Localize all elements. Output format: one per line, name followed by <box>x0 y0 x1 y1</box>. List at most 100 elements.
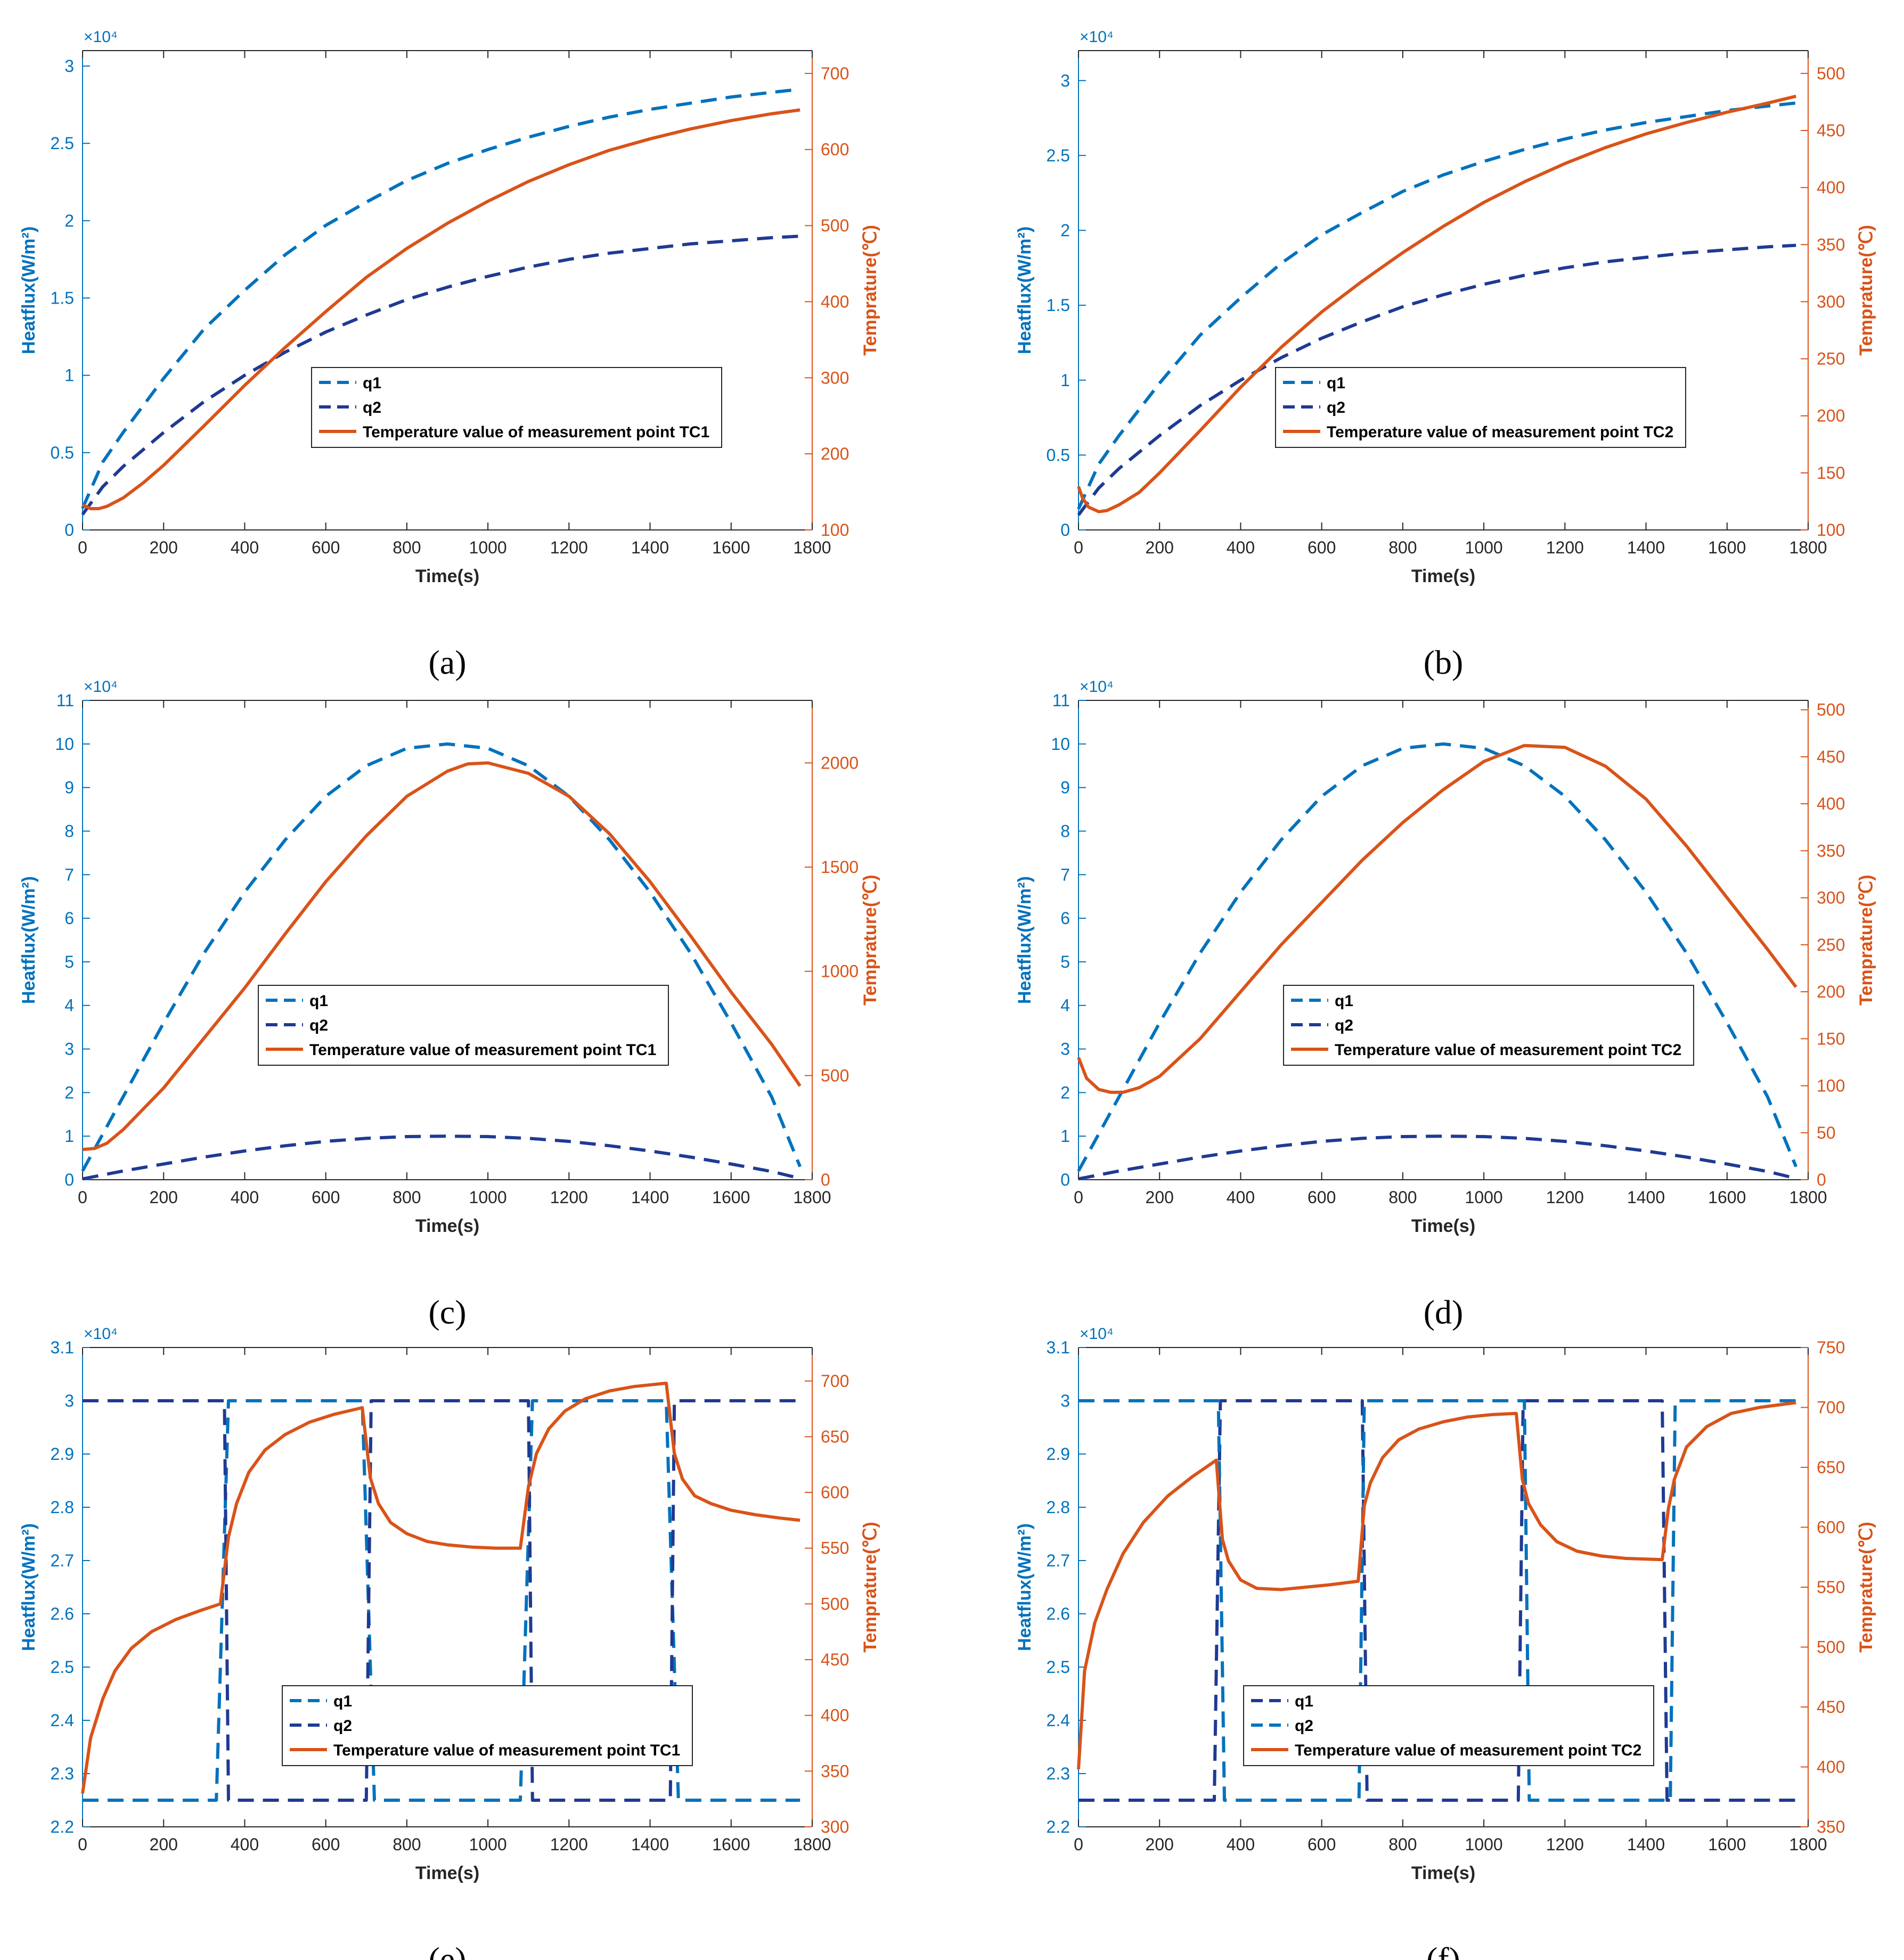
y-tick-label: 7 <box>1060 865 1070 884</box>
x-tick-label: 200 <box>1146 538 1174 557</box>
y-tick-label: 2.2 <box>1047 1817 1070 1836</box>
x-axis-label: Time(s) <box>1411 1863 1475 1883</box>
x-tick-label: 1000 <box>469 538 507 557</box>
legend-label: q1 <box>1295 1693 1313 1710</box>
legend-box <box>282 1685 693 1766</box>
y2-tick-label: 600 <box>821 1483 849 1502</box>
x-tick-label: 800 <box>393 1835 421 1854</box>
x-tick-label: 1400 <box>631 1188 669 1207</box>
legend: q1 q2 Temperature value of measurement poi… <box>311 367 722 448</box>
axis-multiplier: ×10⁴ <box>1080 1325 1114 1343</box>
y-tick-label: 3 <box>64 1391 74 1410</box>
y-tick-label: 0 <box>64 1170 74 1189</box>
x-tick-label: 1600 <box>712 1188 750 1207</box>
y-tick-label: 11 <box>56 691 74 710</box>
y-tick-label: 3.1 <box>51 1338 74 1357</box>
series-line-q2 <box>81 234 800 516</box>
x-tick-label: 1800 <box>1789 538 1827 557</box>
legend: q1 q2 Temperature value of measurement poi… <box>1283 985 1694 1066</box>
legend-label: q1 <box>309 992 328 1010</box>
y-tick-label: 2.7 <box>51 1551 74 1570</box>
y2-tick-label: 450 <box>1817 1697 1845 1717</box>
y-tick-label: 2 <box>1060 221 1070 240</box>
y2-tick-label: 300 <box>1817 888 1845 908</box>
x-tick-label: 600 <box>1308 1188 1336 1207</box>
y-tick-label: 2.2 <box>51 1817 74 1836</box>
y-tick-label: 3 <box>64 1040 74 1059</box>
y-tick-label: 2.6 <box>51 1604 74 1623</box>
y2-tick-label: 0 <box>1817 1170 1826 1189</box>
chart-panel-b: 0 200 400 600 800 1000 1200 1400 1600 1800Time(s)… <box>1015 28 1876 681</box>
y-tick-label: 2.7 <box>1047 1551 1070 1570</box>
x-tick-label: 1400 <box>631 538 669 557</box>
y-tick-label: 5 <box>64 952 74 971</box>
legend-label: q1 <box>363 374 381 392</box>
y-tick-label: 0 <box>64 520 74 540</box>
y2-tick-label: 500 <box>821 216 849 235</box>
series-line-q1 <box>1077 101 1796 510</box>
y-tick-label: 10 <box>55 734 74 754</box>
x-tick-label: 200 <box>1146 1188 1174 1207</box>
panel-caption: (b) <box>1424 643 1464 681</box>
y-tick-label: 9 <box>64 778 74 797</box>
legend-label: Temperature value of measurement point T… <box>1327 423 1673 441</box>
axis-multiplier: ×10⁴ <box>84 678 118 696</box>
x-tick-label: 1200 <box>1546 538 1584 557</box>
series-line-temperature-value-of-measurement-point-tc1 <box>81 108 800 510</box>
y2-tick-label: 500 <box>821 1066 849 1085</box>
legend-label: Temperature value of measurement point T… <box>1295 1742 1641 1759</box>
y-tick-label: 1 <box>1060 1126 1070 1146</box>
x-tick-label: 1200 <box>1546 1188 1584 1207</box>
chart-panel-f: 0 200 400 600 800 1000 1200 1400 1600 1800 Time(s)… <box>1015 1325 1876 1960</box>
x-axis-label: Time(s) <box>415 566 479 586</box>
x-tick-label: 1200 <box>550 1835 588 1854</box>
x-tick-label: 400 <box>231 538 259 557</box>
y2-tick-label: 1500 <box>821 858 859 877</box>
y2-tick-label: 450 <box>1817 121 1845 140</box>
x-tick-label: 1600 <box>712 1835 750 1854</box>
y2-axis-label: Temprature(℃) <box>860 875 880 1005</box>
series-line-q2 <box>1078 1134 1796 1181</box>
y-tick-label: 2.8 <box>51 1498 74 1517</box>
y2-tick-label: 450 <box>821 1650 849 1669</box>
series-line-q1 <box>1077 742 1797 1172</box>
x-tick-label: 1400 <box>1627 1188 1665 1207</box>
x-tick-label: 400 <box>231 1835 259 1854</box>
legend-label: Temperature value of measurement point T… <box>333 1742 680 1759</box>
x-tick-label: 800 <box>393 538 421 557</box>
y-tick-label: 8 <box>1060 821 1070 840</box>
y2-tick-label: 200 <box>1817 982 1845 1001</box>
y2-tick-label: 600 <box>821 140 849 159</box>
x-tick-label: 0 <box>78 1835 87 1854</box>
y2-tick-label: 250 <box>1817 349 1845 369</box>
series-line-q1 <box>81 742 802 1172</box>
y-axis-label: Heatflux(W/m²) <box>19 1523 39 1651</box>
legend-label: Temperature value of measurement point T… <box>1335 1041 1681 1059</box>
x-tick-label: 800 <box>1388 1188 1417 1207</box>
x-tick-label: 1000 <box>1465 1835 1503 1854</box>
x-axis-label: Time(s) <box>415 1216 479 1236</box>
x-tick-label: 1800 <box>793 538 831 557</box>
series-line-temperature-value-of-measurement-point-tc2 <box>1077 94 1796 513</box>
x-tick-label: 1000 <box>1465 1188 1503 1207</box>
panel-caption: (a) <box>428 643 466 681</box>
y2-axis-label: Temprature(℃) <box>860 1522 880 1652</box>
y2-tick-label: 550 <box>821 1539 849 1558</box>
y-tick-label: 4 <box>1060 996 1070 1015</box>
legend-label: q1 <box>1327 374 1345 392</box>
y2-tick-label: 700 <box>821 1371 849 1391</box>
x-tick-label: 1000 <box>469 1835 507 1854</box>
y-tick-label: 8 <box>64 821 74 840</box>
y-tick-label: 1 <box>1060 371 1070 390</box>
series-line-q1 <box>1078 1399 1796 1802</box>
axis-multiplier: ×10⁴ <box>84 1325 118 1343</box>
y2-tick-label: 2000 <box>821 753 859 772</box>
series-line-q2 <box>1078 1399 1796 1802</box>
x-tick-label: 800 <box>1388 538 1417 557</box>
x-tick-label: 800 <box>1388 1835 1417 1854</box>
y-tick-label: 0.5 <box>1047 445 1070 464</box>
y-tick-label: 6 <box>1060 909 1070 928</box>
x-axis-label: Time(s) <box>1411 1216 1475 1236</box>
legend: q1 q2 Temperature value of measurement poi… <box>1275 367 1686 448</box>
x-tick-label: 400 <box>1227 538 1255 557</box>
